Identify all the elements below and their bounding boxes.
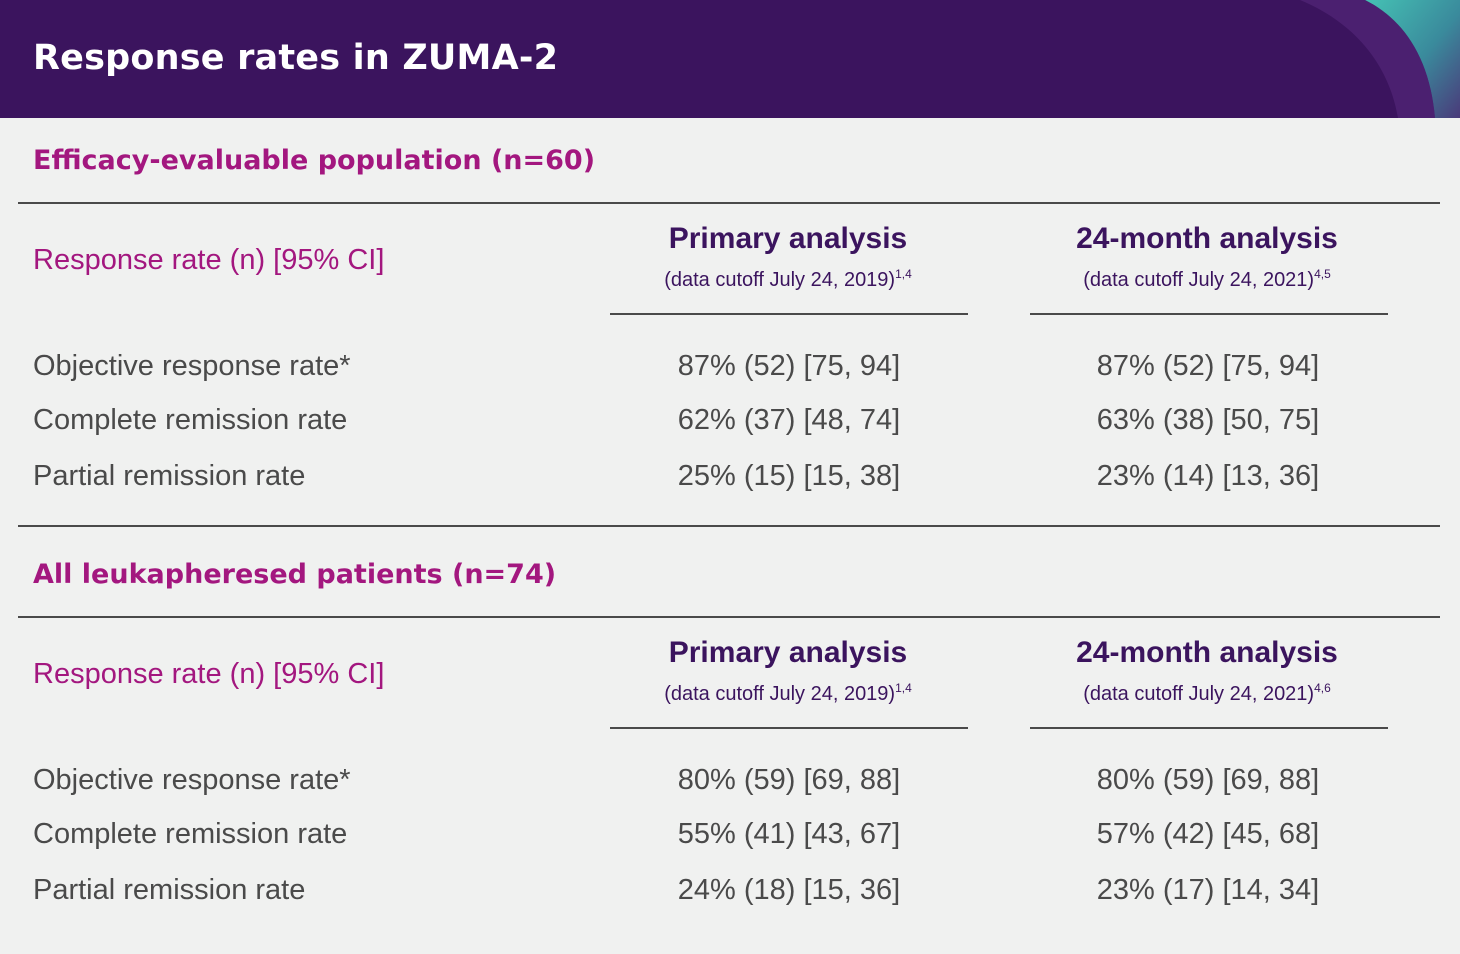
month24-value: 87% (52) [75, 94] (1096, 350, 1320, 382)
row-label: Partial remission rate (33, 874, 306, 906)
column-underline (1030, 313, 1388, 315)
primary-value: 24% (18) [15, 36] (677, 874, 901, 906)
column-subtitle: (data cutoff July 24, 2019)1,4 (664, 681, 912, 705)
footnote-refs: 4,6 (1314, 681, 1331, 695)
section-divider (18, 525, 1440, 527)
primary-value: 25% (15) [15, 38] (677, 460, 901, 492)
primary-value: 62% (37) [48, 74] (677, 404, 901, 436)
column-underline (1030, 727, 1388, 729)
row-label: Complete remission rate (33, 404, 348, 436)
column-underline (610, 727, 968, 729)
footnote-refs: 1,4 (895, 681, 912, 695)
primary-value: 87% (52) [75, 94] (677, 350, 901, 382)
section-divider (18, 202, 1440, 204)
column-title: Primary analysis (668, 222, 908, 255)
column-subtitle: (data cutoff July 24, 2019)1,4 (664, 267, 912, 291)
month24-value: 23% (17) [14, 34] (1096, 874, 1320, 906)
response-rate-label: Response rate (n) [95% CI] (33, 658, 385, 690)
column-subtitle: (data cutoff July 24, 2021)4,6 (1083, 681, 1331, 705)
decorative-wave-graphic (1300, 0, 1460, 118)
row-label: Objective response rate* (33, 764, 351, 796)
month24-value: 57% (42) [45, 68] (1096, 818, 1320, 850)
page-header: Response rates in ZUMA-2 (0, 0, 1460, 118)
primary-value: 80% (59) [69, 88] (677, 764, 901, 796)
section-title-all-leukapheresed: All leukapheresed patients (n=74) (33, 559, 557, 590)
column-header-24-month: 24-month analysis (data cutoff July 24, … (997, 222, 1417, 294)
column-header-24-month: 24-month analysis (data cutoff July 24, … (997, 636, 1417, 708)
footnote-refs: 1,4 (895, 267, 912, 281)
column-underline (610, 313, 968, 315)
month24-value: 23% (14) [13, 36] (1096, 460, 1320, 492)
column-header-primary: Primary analysis (data cutoff July 24, 2… (578, 222, 998, 294)
row-label: Partial remission rate (33, 460, 306, 492)
row-label: Objective response rate* (33, 350, 351, 382)
primary-value: 55% (41) [43, 67] (677, 818, 901, 850)
section-divider (18, 616, 1440, 618)
column-title: 24-month analysis (1076, 636, 1338, 669)
page-title: Response rates in ZUMA-2 (33, 38, 559, 78)
month24-value: 80% (59) [69, 88] (1096, 764, 1320, 796)
section-title-efficacy-evaluable: Efficacy-evaluable population (n=60) (33, 145, 596, 176)
column-subtitle: (data cutoff July 24, 2021)4,5 (1083, 267, 1331, 291)
month24-value: 63% (38) [50, 75] (1096, 404, 1320, 436)
footnote-refs: 4,5 (1314, 267, 1331, 281)
row-label: Complete remission rate (33, 818, 348, 850)
response-rate-label: Response rate (n) [95% CI] (33, 244, 385, 276)
column-title: 24-month analysis (1076, 222, 1338, 255)
column-title: Primary analysis (668, 636, 908, 669)
column-header-primary: Primary analysis (data cutoff July 24, 2… (578, 636, 998, 708)
